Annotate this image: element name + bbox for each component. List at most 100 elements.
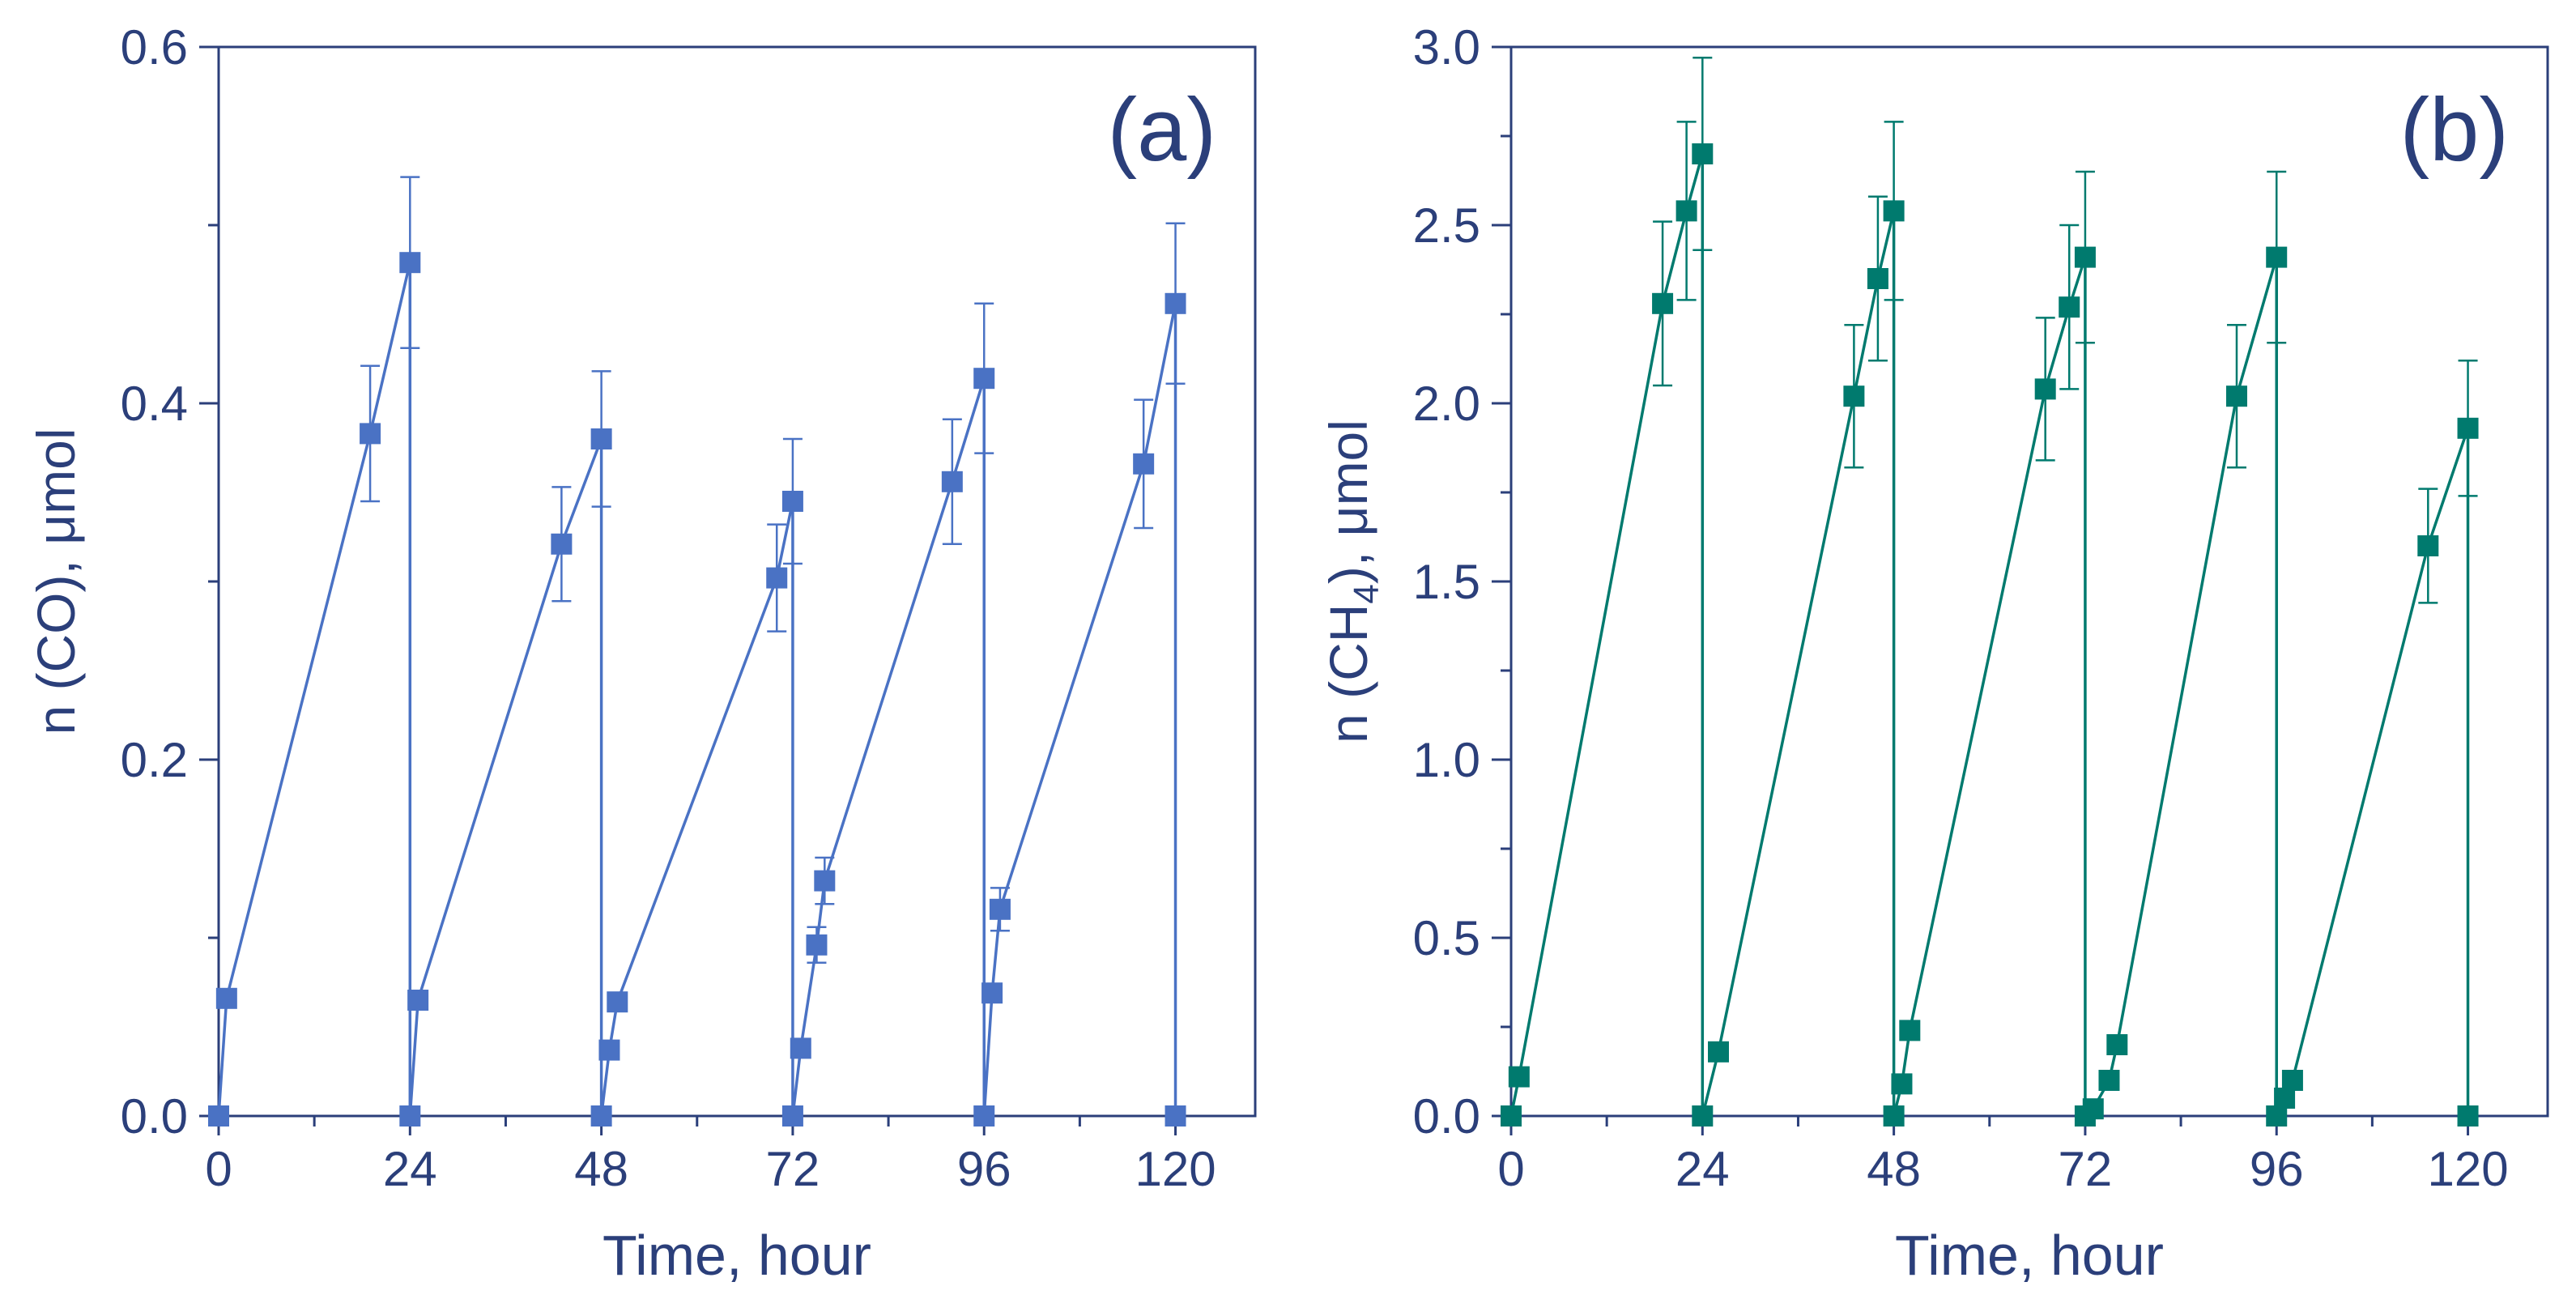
series-cycle-1 (208, 176, 421, 1127)
x-tick-label: 72 (2059, 1142, 2113, 1196)
x-tick-label: 96 (2250, 1142, 2304, 1196)
series-line (217, 262, 412, 1117)
data-point (766, 567, 788, 589)
series-line (1892, 257, 2087, 1117)
x-tick-label: 72 (766, 1142, 820, 1196)
data-point (1708, 1041, 1729, 1063)
series-line (2275, 428, 2470, 1117)
series-cycle-1 (1501, 56, 1714, 1127)
series-cycle-4 (781, 302, 995, 1127)
data-point (806, 934, 828, 956)
series-cycle-6 (1165, 1105, 1186, 1127)
data-point (399, 252, 421, 274)
data-point (1883, 200, 1905, 222)
x-tick-label: 24 (383, 1142, 437, 1196)
data-point (989, 898, 1011, 920)
data-point (1165, 1105, 1186, 1127)
x-axis-label: Time, hour (602, 1224, 871, 1287)
y-label-subscript: 4 (1347, 584, 1386, 603)
data-point (973, 1105, 995, 1127)
data-point (1692, 143, 1714, 164)
data-point (2417, 535, 2439, 556)
data-point (1501, 1105, 1522, 1127)
data-point (1652, 292, 1674, 314)
data-point (2226, 385, 2247, 407)
data-point (598, 1039, 620, 1061)
y-tick-label: 0.5 (1413, 911, 1480, 965)
series-cycle-5 (973, 222, 1186, 1127)
series-cycle-6 (2457, 1105, 2479, 1127)
data-point (215, 987, 237, 1009)
y-label-text: n (CO), (26, 545, 86, 735)
data-point (1133, 453, 1155, 475)
y-tick-label: 0.0 (121, 1089, 188, 1144)
data-point (1692, 1105, 1714, 1127)
series-line (599, 500, 794, 1117)
y-axis-label: n (CO), μmol (26, 428, 86, 735)
series-line (1509, 153, 1704, 1117)
data-point (2281, 1070, 2303, 1091)
y-label-text: ), (1318, 536, 1378, 584)
data-point (1165, 292, 1186, 314)
data-point (2082, 1098, 2104, 1120)
data-point (2059, 296, 2080, 318)
data-point (360, 423, 381, 445)
x-tick-label: 48 (574, 1142, 628, 1196)
data-point (2034, 378, 2056, 400)
y-label-mu: μ (1318, 505, 1378, 536)
series-cycle-3 (590, 437, 803, 1127)
data-point (790, 1037, 811, 1059)
series-line (2084, 257, 2278, 1118)
y-tick-label: 0.6 (121, 20, 188, 75)
panel-b-ch4: 0 24 48 72 96 120 0.0 0.5 1.0 1.5 2.0 2.5 3.0 Time, h… (1318, 20, 2549, 1287)
panel-label: (a) (1108, 80, 1216, 180)
data-point (551, 533, 573, 555)
y-tick-label: 2.5 (1413, 198, 1480, 253)
series-cycle-5 (2266, 359, 2479, 1127)
y-label-text: n (CH (1318, 604, 1378, 743)
y-tick-label: 1.0 (1413, 733, 1480, 787)
data-point (973, 368, 995, 390)
data-point (590, 1105, 612, 1127)
series-line (791, 377, 986, 1117)
plot-frame (1509, 45, 2549, 1118)
x-tick-label: 0 (205, 1142, 232, 1196)
data-point (781, 1105, 803, 1127)
data-point (941, 471, 963, 492)
data-point (2457, 417, 2479, 439)
data-point (1867, 268, 1888, 289)
data-point (2274, 1088, 2296, 1109)
data-point (1508, 1066, 1530, 1088)
data-point (407, 990, 429, 1011)
series-cycle-2 (399, 370, 612, 1127)
series-line (408, 438, 603, 1117)
data-point (2106, 1034, 2128, 1055)
y-axis-label: n (CH4), μmol (1318, 420, 1386, 743)
y-label-unit: mol (1318, 420, 1378, 505)
data-point (1843, 385, 1865, 407)
y-tick-label: 2.0 (1413, 377, 1480, 431)
x-tick-label: 120 (2427, 1142, 2508, 1196)
data-point (2266, 246, 2288, 268)
data-point (781, 491, 803, 512)
x-tick-label: 24 (1675, 1142, 1730, 1196)
data-point (2266, 1105, 2288, 1127)
data-point (2074, 246, 2096, 268)
data-point (208, 1105, 229, 1127)
x-tick-label: 48 (1867, 1142, 1921, 1196)
x-tick-label: 96 (957, 1142, 1011, 1196)
plot-frame (217, 45, 1257, 1118)
series-cycle-4 (2074, 170, 2288, 1127)
data-point (981, 982, 1003, 1004)
data-point (1891, 1073, 1913, 1095)
series-line (1701, 210, 1896, 1117)
y-tick-label: 0.2 (121, 733, 188, 787)
data-point (1883, 1105, 1905, 1127)
data-point (590, 428, 612, 449)
x-axis-label: Time, hour (1895, 1224, 2164, 1287)
y-tick-label: 0.4 (121, 377, 188, 431)
y-tick-label: 3.0 (1413, 20, 1480, 75)
series-line (982, 303, 1177, 1117)
data-point (814, 870, 836, 892)
